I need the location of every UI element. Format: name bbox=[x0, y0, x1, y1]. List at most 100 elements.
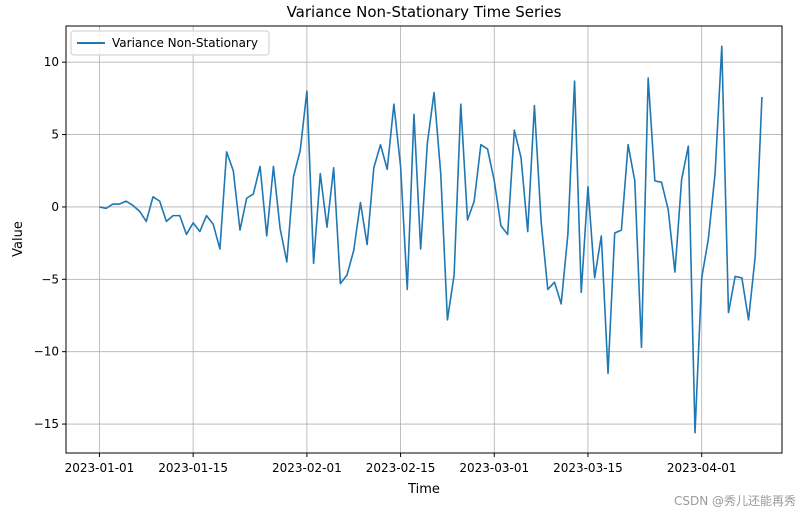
data-point bbox=[259, 165, 261, 167]
data-point bbox=[433, 91, 435, 93]
series-line-0 bbox=[99, 45, 763, 434]
data-point bbox=[212, 223, 214, 225]
data-point bbox=[560, 303, 562, 305]
data-point bbox=[125, 200, 127, 202]
data-point bbox=[299, 149, 301, 151]
data-point bbox=[527, 230, 529, 232]
data-point bbox=[199, 230, 201, 232]
y-axis-label: Value bbox=[11, 221, 26, 257]
data-point bbox=[667, 209, 669, 211]
data-point bbox=[741, 277, 743, 279]
data-point bbox=[500, 225, 502, 227]
data-point bbox=[366, 243, 368, 245]
data-point bbox=[105, 207, 107, 209]
y-tick-label: 5 bbox=[51, 128, 59, 142]
data-point bbox=[513, 129, 515, 131]
data-point bbox=[399, 165, 401, 167]
data-point bbox=[634, 180, 636, 182]
data-point bbox=[674, 271, 676, 273]
data-point bbox=[286, 261, 288, 263]
watermark-text: CSDN @秀儿还能再秀 bbox=[674, 494, 796, 508]
data-point bbox=[272, 165, 274, 167]
data-point bbox=[460, 103, 462, 105]
data-point bbox=[553, 281, 555, 283]
data-point bbox=[312, 262, 314, 264]
data-point bbox=[172, 214, 174, 216]
data-point bbox=[219, 248, 221, 250]
data-point bbox=[326, 226, 328, 228]
data-point bbox=[654, 180, 656, 182]
data-point bbox=[440, 172, 442, 174]
data-point bbox=[179, 214, 181, 216]
data-point bbox=[419, 248, 421, 250]
data-point bbox=[292, 175, 294, 177]
y-axis-ticks: 10 5 0 −5 −10 −15 bbox=[34, 55, 66, 431]
data-point bbox=[627, 143, 629, 145]
data-point bbox=[205, 214, 207, 216]
data-point bbox=[245, 197, 247, 199]
data-point bbox=[727, 311, 729, 313]
data-point bbox=[533, 104, 535, 106]
y-tick-label: −5 bbox=[41, 272, 59, 286]
x-tick-label: 2023-02-01 bbox=[272, 461, 342, 475]
data-point bbox=[480, 143, 482, 145]
data-point bbox=[118, 203, 120, 205]
legend: Variance Non-Stationary bbox=[70, 30, 270, 56]
data-point bbox=[266, 235, 268, 237]
data-point bbox=[112, 203, 114, 205]
chart-title: Variance Non-Stationary Time Series bbox=[287, 3, 562, 21]
data-point bbox=[319, 172, 321, 174]
data-point bbox=[547, 288, 549, 290]
data-point bbox=[506, 233, 508, 235]
data-point bbox=[614, 232, 616, 234]
data-point bbox=[152, 196, 154, 198]
data-point bbox=[225, 151, 227, 153]
data-point bbox=[393, 103, 395, 105]
plot-area-frame bbox=[65, 25, 783, 454]
data-point bbox=[573, 80, 575, 82]
data-point bbox=[647, 77, 649, 79]
x-tick-label: 2023-01-15 bbox=[158, 461, 228, 475]
data-point bbox=[567, 233, 569, 235]
data-point bbox=[761, 96, 763, 98]
data-point bbox=[600, 235, 602, 237]
data-point bbox=[386, 168, 388, 170]
data-point bbox=[453, 274, 455, 276]
data-point bbox=[486, 148, 488, 150]
data-point bbox=[493, 180, 495, 182]
x-tick-label: 2023-04-01 bbox=[667, 461, 737, 475]
data-point bbox=[332, 167, 334, 169]
data-point bbox=[145, 220, 147, 222]
data-point bbox=[98, 206, 100, 208]
y-tick-label: −15 bbox=[34, 417, 59, 431]
data-point bbox=[747, 319, 749, 321]
series-layer bbox=[98, 45, 763, 434]
data-point bbox=[607, 372, 609, 374]
data-point bbox=[339, 282, 341, 284]
data-point bbox=[640, 346, 642, 348]
data-point bbox=[734, 275, 736, 277]
data-point bbox=[165, 220, 167, 222]
data-point bbox=[373, 167, 375, 169]
data-point bbox=[353, 249, 355, 251]
y-tick-label: 10 bbox=[44, 55, 59, 69]
x-axis-ticks: 2023-01-01 2023-01-15 2023-02-01 2023-02-15… bbox=[65, 453, 737, 475]
data-point bbox=[192, 222, 194, 224]
data-point bbox=[132, 204, 134, 206]
data-point bbox=[687, 145, 689, 147]
data-point bbox=[279, 227, 281, 229]
data-point bbox=[413, 113, 415, 115]
y-tick-label: 0 bbox=[51, 200, 59, 214]
data-point bbox=[620, 229, 622, 231]
data-point bbox=[587, 185, 589, 187]
data-point bbox=[694, 432, 696, 434]
x-tick-label: 2023-03-15 bbox=[553, 461, 623, 475]
x-tick-label: 2023-01-01 bbox=[65, 461, 135, 475]
y-tick-label: −10 bbox=[34, 345, 59, 359]
legend-label: Variance Non-Stationary bbox=[112, 36, 258, 50]
data-point bbox=[158, 200, 160, 202]
data-point bbox=[346, 274, 348, 276]
data-point bbox=[466, 219, 468, 221]
